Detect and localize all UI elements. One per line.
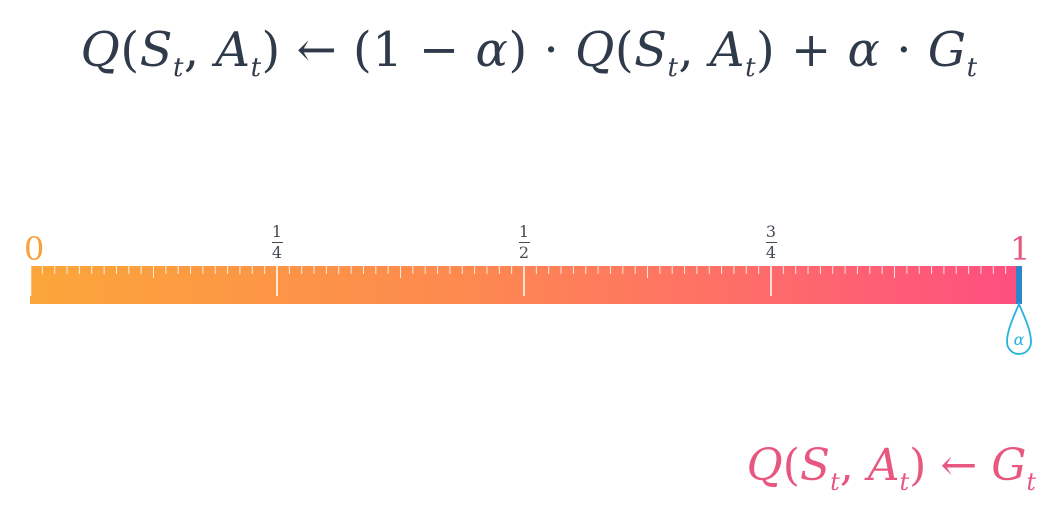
fraction-denominator: 4	[271, 243, 283, 262]
alpha-knob-label: α	[1013, 330, 1025, 349]
alpha-slider-knob[interactable]: α	[1004, 301, 1034, 358]
q-symbol: Q	[746, 440, 783, 491]
minus-sign: −	[419, 22, 460, 78]
assign-arrow: ←	[296, 22, 338, 78]
alpha-slider-handle[interactable]	[1016, 266, 1022, 304]
time-subscript: t	[667, 53, 679, 83]
plus-sign: +	[791, 22, 832, 78]
action-symbol: A	[215, 22, 251, 78]
action-symbol: A	[709, 22, 746, 78]
scale-start-label: 0	[24, 230, 45, 268]
time-subscript: t	[830, 468, 840, 496]
scale-end-label: 1	[1010, 230, 1031, 268]
action-symbol: A	[867, 440, 900, 491]
alpha-symbol: α	[475, 22, 509, 78]
fraction-numerator: 1	[518, 222, 530, 241]
fraction-denominator: 2	[518, 243, 530, 262]
fraction-numerator: 3	[765, 222, 777, 241]
time-subscript: t	[899, 468, 910, 496]
limit-case-formula: Q(St, At) ← Gt	[746, 440, 1036, 496]
multiply-dot: ·	[543, 22, 560, 78]
q-symbol: Q	[574, 22, 615, 78]
state-symbol: S	[799, 440, 831, 491]
fraction-label-half: 1 2	[514, 224, 534, 261]
fraction-bar	[518, 242, 530, 243]
one-constant: 1	[372, 22, 404, 78]
fraction-denominator: 4	[765, 243, 777, 262]
return-symbol: G	[991, 440, 1027, 491]
q-symbol: Q	[80, 22, 121, 78]
knob-drop-icon	[1006, 301, 1032, 355]
fraction-bar	[765, 242, 777, 243]
time-subscript: t	[966, 53, 978, 83]
update-rule-formula: Q(St, At) ← (1 − α) · Q(St, At) + α · Gt	[80, 22, 978, 83]
multiply-dot: ·	[896, 22, 912, 78]
time-subscript: t	[250, 53, 262, 83]
state-symbol: S	[139, 22, 173, 78]
time-subscript: t	[172, 53, 184, 83]
time-subscript: t	[745, 53, 757, 83]
fraction-bar	[271, 242, 283, 243]
time-subscript: t	[1026, 468, 1036, 496]
assign-arrow: ←	[940, 440, 978, 491]
ruler-ticks	[30, 266, 1018, 296]
alpha-symbol: α	[847, 22, 881, 78]
fraction-numerator: 1	[271, 222, 283, 241]
alpha-slider-track[interactable]	[30, 266, 1018, 304]
return-symbol: G	[927, 22, 967, 78]
fraction-label-quarter: 1 4	[267, 224, 287, 261]
fraction-label-three-quarters: 3 4	[761, 224, 781, 261]
state-symbol: S	[634, 22, 668, 78]
